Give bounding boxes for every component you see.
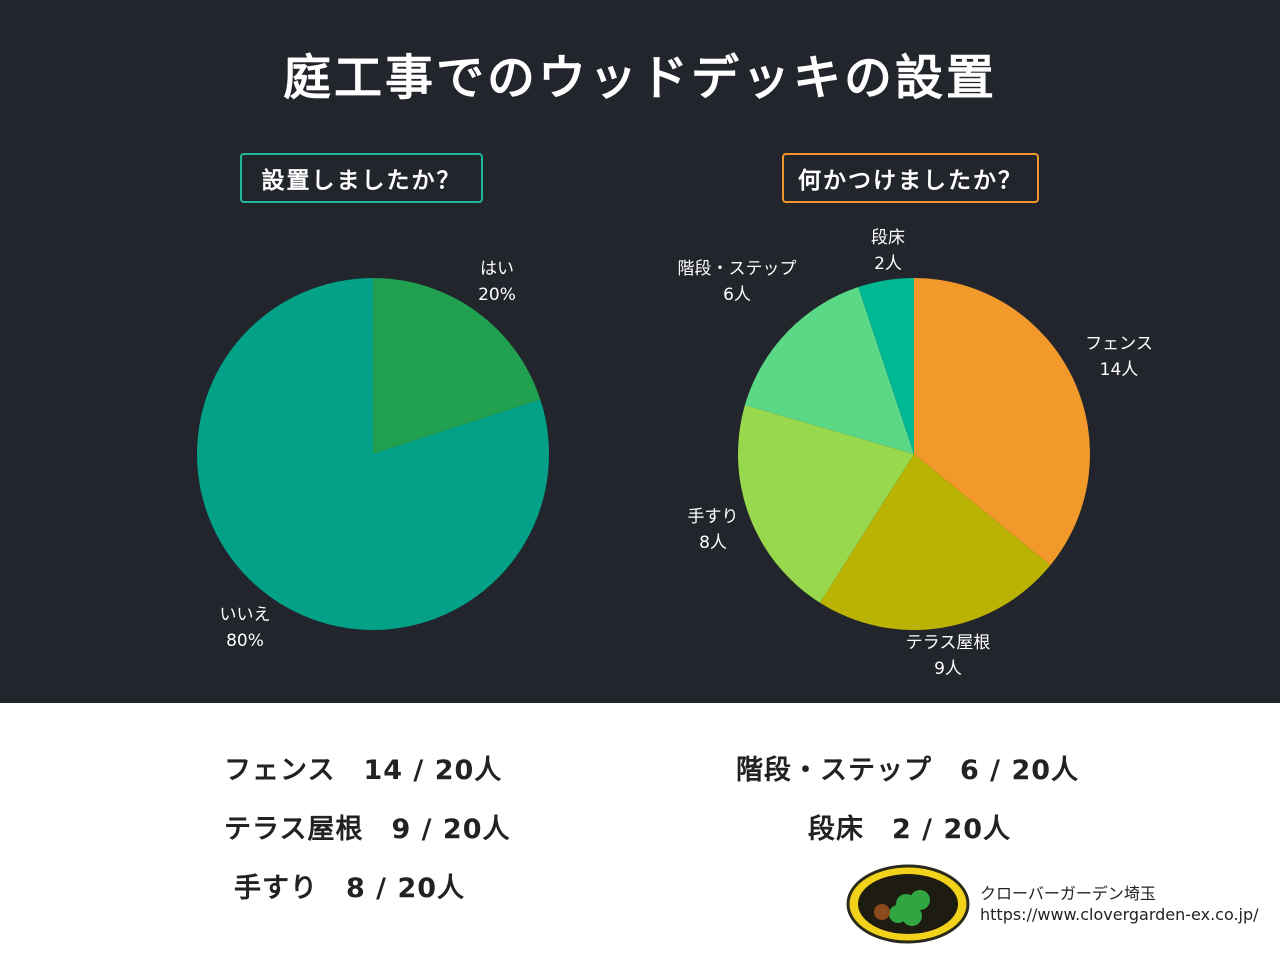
summary-terrace-roof: テラス屋根 9 / 20人 xyxy=(224,814,511,845)
pie2-label-4: 段床 xyxy=(871,228,905,248)
pie1-question-box: 設置しましたか？ xyxy=(240,153,483,203)
pie2-value-label-2: 8人 xyxy=(699,533,727,553)
pie2-label-3: 階段・ステップ xyxy=(678,259,797,279)
pie2-slice-1 xyxy=(819,454,1051,630)
pie1-label-0: はい xyxy=(480,259,514,279)
pie2-label-1: テラス屋根 xyxy=(906,633,991,653)
summary-step-floor: 段床 2 / 20人 xyxy=(808,814,1012,845)
brand-name: クローバーガーデン埼玉 xyxy=(980,884,1156,903)
pie2-value-label-4: 2人 xyxy=(874,254,902,274)
pie2-value-label-1: 9人 xyxy=(934,659,962,679)
pie2-value-label-0: 14人 xyxy=(1100,360,1139,380)
pie1-value-label-0: 20% xyxy=(478,285,516,305)
brand-url: https://www.clovergarden-ex.co.jp/ xyxy=(980,905,1259,924)
summary-stairs: 階段・ステップ 6 / 20人 xyxy=(736,755,1080,786)
pie2-slice-0 xyxy=(914,278,1090,566)
pie2-value-label-3: 6人 xyxy=(723,285,751,305)
pie1-label-1: いいえ xyxy=(220,605,271,625)
pie2-label-2: 手すり xyxy=(688,507,739,527)
pie2-question-box: 何かつけましたか？ xyxy=(782,153,1039,203)
pie2-slice-4 xyxy=(858,278,914,454)
dark-header-panel: 庭工事でのウッドデッキの設置 設置しましたか？ 何かつけましたか？ はい 20% い… xyxy=(0,0,1280,703)
pie1-slice-1 xyxy=(197,278,549,631)
clover-garden-logo xyxy=(846,864,970,944)
pie2-slice-3 xyxy=(744,287,914,454)
pie-chart-installed: はい 20% いいえ 80% xyxy=(197,259,549,651)
pie1-value-label-1: 80% xyxy=(226,631,264,651)
pie1-slice-0 xyxy=(373,278,541,454)
pie2-label-0: フェンス xyxy=(1085,334,1153,354)
pie2-slice-2 xyxy=(738,405,914,603)
page-title: 庭工事でのウッドデッキの設置 xyxy=(282,50,997,106)
summary-handrail: 手すり 8 / 20人 xyxy=(234,873,466,904)
summary-fence: フェンス 14 / 20人 xyxy=(224,755,503,786)
